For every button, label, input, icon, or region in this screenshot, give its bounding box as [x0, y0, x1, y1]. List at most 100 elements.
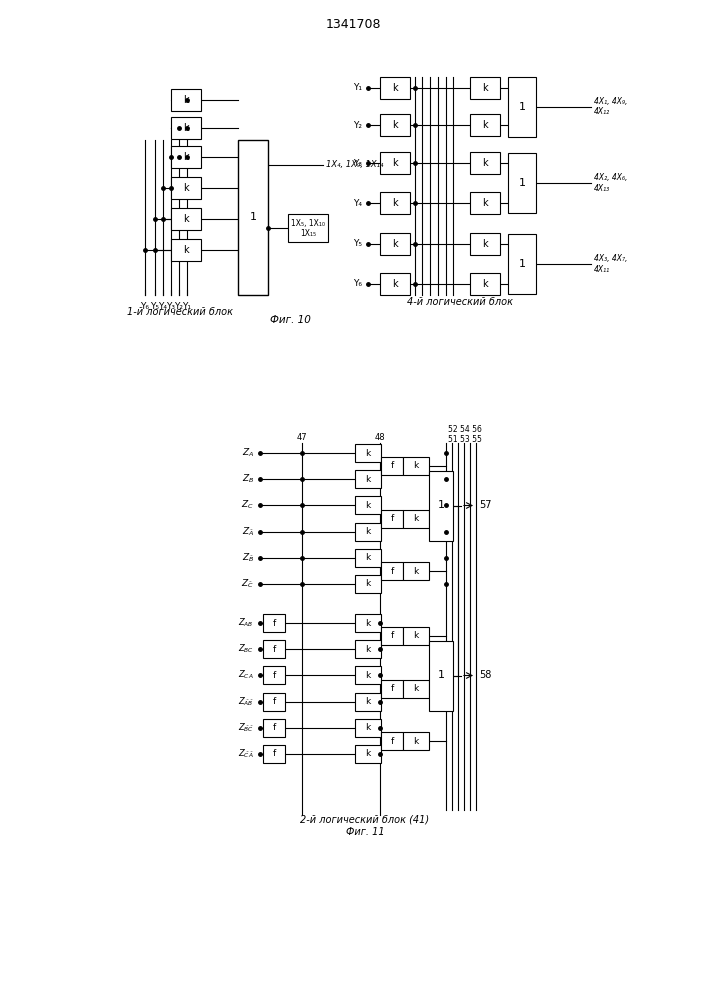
- Bar: [171, 146, 201, 168]
- Bar: [380, 152, 410, 174]
- Text: f: f: [390, 736, 394, 746]
- Text: Y₁: Y₁: [182, 302, 192, 311]
- Text: 1X₅, 1X₁₀: 1X₅, 1X₁₀: [291, 219, 325, 228]
- Text: $Z_B$: $Z_B$: [242, 473, 254, 485]
- Bar: [263, 666, 285, 684]
- Bar: [403, 680, 429, 698]
- Text: 1X₄, 1X₉, 1X₁₄: 1X₄, 1X₉, 1X₁₄: [326, 160, 383, 169]
- Text: k: k: [366, 448, 370, 458]
- Bar: [403, 732, 429, 750]
- Bar: [355, 719, 381, 737]
- Text: Фиг. 11: Фиг. 11: [346, 827, 385, 837]
- Text: 2-й логический блок (41): 2-й логический блок (41): [300, 815, 430, 825]
- Bar: [381, 457, 403, 475]
- Text: $Z_{\bar{C}}$: $Z_{\bar{C}}$: [241, 578, 254, 590]
- Text: f: f: [390, 566, 394, 576]
- Text: k: k: [392, 83, 398, 93]
- Text: k: k: [414, 566, 419, 576]
- Bar: [263, 719, 285, 737]
- Text: Y₃: Y₃: [167, 302, 175, 311]
- Text: k: k: [482, 83, 488, 93]
- Text: k: k: [366, 554, 370, 562]
- Text: f: f: [390, 462, 394, 471]
- Text: k: k: [482, 120, 488, 130]
- Bar: [355, 666, 381, 684]
- Text: k: k: [482, 279, 488, 289]
- Bar: [508, 77, 536, 136]
- Text: k: k: [183, 95, 189, 105]
- Text: k: k: [482, 198, 488, 208]
- Bar: [470, 152, 500, 174]
- Text: k: k: [183, 152, 189, 162]
- Bar: [171, 89, 201, 111]
- Bar: [355, 693, 381, 711]
- Bar: [381, 732, 403, 750]
- Bar: [381, 627, 403, 645]
- Bar: [171, 239, 201, 261]
- Bar: [355, 575, 381, 593]
- Bar: [380, 273, 410, 295]
- Text: k: k: [366, 475, 370, 484]
- Bar: [381, 562, 403, 580]
- Text: k: k: [392, 239, 398, 249]
- Text: k: k: [392, 279, 398, 289]
- Text: f: f: [272, 618, 276, 628]
- Bar: [470, 114, 500, 136]
- Text: k: k: [482, 158, 488, 168]
- Bar: [470, 77, 500, 99]
- Text: k: k: [392, 198, 398, 208]
- Text: $Z_{BC}$: $Z_{BC}$: [238, 643, 254, 655]
- Text: Y₂: Y₂: [353, 120, 362, 129]
- Text: 1: 1: [438, 500, 445, 510]
- Text: 4X₃, 4X₇,
4X₁₁: 4X₃, 4X₇, 4X₁₁: [594, 254, 627, 274]
- Text: 1341708: 1341708: [325, 18, 381, 31]
- Bar: [381, 680, 403, 698]
- Text: $Z_{AB}$: $Z_{AB}$: [238, 617, 254, 629]
- Text: 1: 1: [518, 178, 525, 188]
- Text: k: k: [414, 462, 419, 471]
- Bar: [429, 471, 453, 540]
- Text: 57: 57: [479, 500, 491, 510]
- Bar: [355, 470, 381, 488]
- Bar: [403, 627, 429, 645]
- Text: Y₂: Y₂: [175, 302, 184, 311]
- Bar: [508, 153, 536, 213]
- Bar: [403, 562, 429, 580]
- Text: f: f: [272, 724, 276, 732]
- Text: 1: 1: [518, 102, 525, 111]
- Text: k: k: [183, 214, 189, 224]
- Text: f: f: [272, 698, 276, 706]
- Text: 48: 48: [375, 432, 385, 442]
- Text: k: k: [392, 120, 398, 130]
- Text: 47: 47: [297, 432, 308, 442]
- Bar: [380, 233, 410, 255]
- Bar: [380, 77, 410, 99]
- Bar: [263, 693, 285, 711]
- Text: k: k: [414, 684, 419, 693]
- Bar: [355, 614, 381, 632]
- Text: k: k: [183, 183, 189, 193]
- Text: k: k: [414, 736, 419, 746]
- Text: 1: 1: [518, 259, 525, 269]
- Bar: [355, 444, 381, 462]
- Text: f: f: [390, 632, 394, 641]
- Text: k: k: [366, 580, 370, 588]
- Text: f: f: [272, 750, 276, 758]
- Bar: [470, 192, 500, 214]
- Text: k: k: [392, 158, 398, 168]
- Bar: [403, 510, 429, 528]
- Text: $Z_{\bar{C}\bar{A}}$: $Z_{\bar{C}\bar{A}}$: [238, 748, 254, 760]
- Text: Фиг. 10: Фиг. 10: [269, 315, 310, 325]
- Text: k: k: [366, 698, 370, 706]
- Bar: [380, 114, 410, 136]
- Bar: [429, 641, 453, 710]
- Bar: [381, 510, 403, 528]
- Text: $Z_{\bar{B}}$: $Z_{\bar{B}}$: [242, 552, 254, 564]
- Bar: [171, 177, 201, 199]
- Text: 1: 1: [438, 670, 445, 680]
- Text: k: k: [366, 750, 370, 758]
- Text: Y₃: Y₃: [353, 158, 362, 167]
- Text: 1-й логический блок: 1-й логический блок: [127, 307, 233, 317]
- Bar: [288, 214, 328, 241]
- Bar: [470, 233, 500, 255]
